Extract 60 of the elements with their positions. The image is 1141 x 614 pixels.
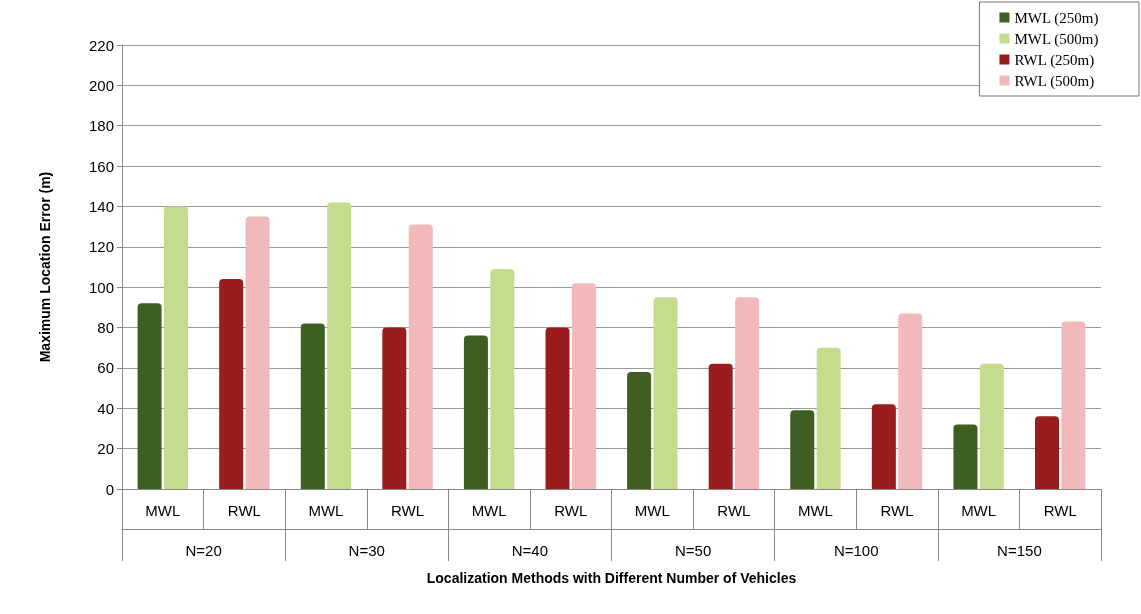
x-tick-label: RWL	[1043, 502, 1077, 519]
y-tick-label: 120	[88, 238, 114, 256]
bar	[408, 224, 433, 489]
bar	[245, 216, 270, 489]
y-tick-label: 200	[88, 76, 114, 94]
text: N=150	[997, 542, 1042, 559]
bar	[735, 297, 760, 489]
y-tick-label: 180	[88, 117, 114, 135]
bar	[979, 363, 1004, 489]
bar	[1061, 321, 1086, 489]
bar	[871, 404, 896, 489]
bar	[219, 279, 244, 489]
y-tick-label: 40	[97, 399, 114, 417]
bar	[627, 371, 652, 489]
bar	[790, 410, 815, 489]
y-tick-label: 100	[88, 278, 114, 296]
y-tick-label: 140	[88, 197, 114, 215]
bar	[137, 303, 162, 489]
text: N=30	[348, 542, 385, 559]
bar	[300, 323, 325, 489]
text: N=50	[674, 542, 712, 559]
legend-label: MWL (250m)	[1014, 9, 1099, 27]
y-tick-label: 60	[97, 359, 114, 377]
legend-label: MWL (500m)	[1014, 30, 1099, 48]
y-axis-title: Maximum Location Error (m)	[37, 171, 53, 363]
bar	[653, 297, 678, 489]
x-tick-label: MWL	[145, 502, 181, 519]
x-tick-label: MWL	[797, 502, 833, 519]
bar	[816, 347, 841, 489]
bar	[327, 202, 352, 489]
y-tick-label: 160	[88, 157, 114, 175]
y-tick-label: 80	[97, 319, 114, 337]
x-tick-label: MWL	[634, 502, 670, 519]
x-tick-label: RWL	[717, 502, 751, 519]
bar	[708, 363, 733, 489]
bar	[382, 327, 407, 489]
x-tick-label: RWL	[227, 502, 261, 519]
bar	[463, 335, 488, 489]
text: N=40	[511, 542, 549, 559]
bar	[898, 313, 923, 489]
bar	[571, 283, 596, 489]
x-tick-label: MWL	[308, 502, 344, 519]
x-tick-label: RWL	[554, 502, 588, 519]
x-tick-label: RWL	[391, 502, 425, 519]
bar	[1035, 416, 1060, 489]
text: N=20	[185, 542, 222, 559]
x-axis-title: Localization Methods with Different Number of Vehicles	[426, 570, 797, 586]
text: N=100	[833, 542, 879, 559]
x-tick-label: RWL	[880, 502, 914, 519]
bar	[545, 327, 570, 489]
bar	[490, 269, 515, 489]
legend-label: RWL (250m)	[1014, 51, 1095, 69]
y-tick-label: 20	[97, 440, 114, 458]
x-tick-label: MWL	[471, 502, 507, 519]
bar	[163, 206, 188, 489]
legend-label: RWL (500m)	[1014, 72, 1095, 90]
y-tick-label: 220	[88, 36, 114, 54]
bar	[953, 424, 978, 489]
x-tick-label: MWL	[961, 502, 997, 519]
y-tick-label: 0	[105, 480, 114, 498]
